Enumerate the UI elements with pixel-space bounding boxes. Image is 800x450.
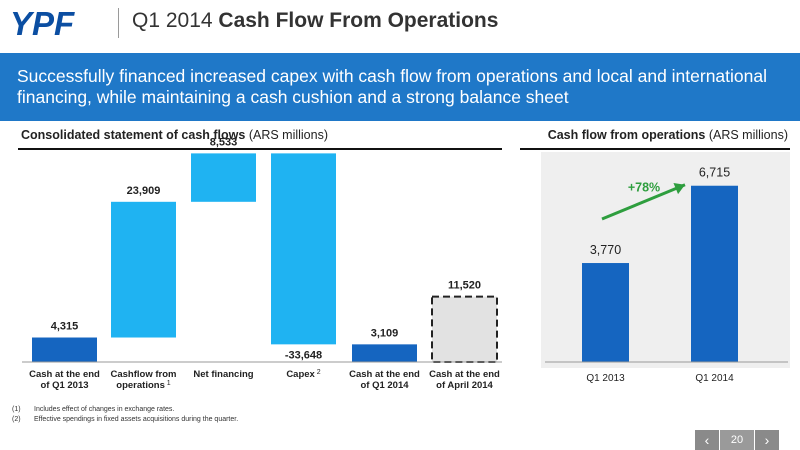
category-label: operations 1 [116,380,171,391]
page-title: Q1 2014 Cash Flow From Operations [132,9,499,32]
section-rule-left [18,148,502,150]
category-label: Net financing [193,369,253,380]
footnote-2: (2) Effective spendings in fixed assets a… [12,416,239,423]
waterfall-bar [431,295,498,363]
chevron-right-icon[interactable]: › [755,430,779,450]
waterfall-bar [352,344,417,362]
cash-flow-statement-title: Consolidated statement of cash flows (AR… [21,128,328,142]
data-label: 8,533 [210,136,238,148]
data-label: 6,715 [699,166,730,180]
footnote-marker: 1 [165,380,171,387]
slide-pager: ‹ 20 › [695,430,779,450]
svg-text:YPF: YPF [10,6,75,42]
data-label: 11,520 [448,280,481,292]
category-label: Q1 2014 [695,373,734,384]
data-label: 3,770 [590,243,621,257]
growth-arrow [601,183,686,221]
data-label: 4,315 [51,321,79,333]
data-label: -33,648 [285,349,322,361]
category-label: Cashflow from [111,369,177,380]
category-label: of April 2014 [436,380,493,391]
category-label: Cash at the end [29,369,100,380]
category-label: of Q1 2013 [40,380,88,391]
category-label: Q1 2013 [586,373,625,384]
category-label: of Q1 2014 [360,380,409,391]
category-label: Cash at the end [349,369,420,380]
banner-text: Successfully financed increased capex wi… [17,66,768,107]
footnote-marker: 2 [315,369,321,376]
data-label: 23,909 [127,185,161,197]
chevron-left-icon[interactable]: ‹ [695,430,719,450]
waterfall-bar [32,337,97,362]
summary-banner: Successfully financed increased capex wi… [0,53,800,121]
operations-bar [691,185,738,362]
waterfall-bar [271,153,336,345]
footnotes: (1) Includes effect of changes in exchang… [12,405,238,425]
waterfall-bar [191,153,256,202]
operations-bar [582,263,629,362]
header-divider [118,8,119,38]
footnote-1: (1) Includes effect of changes in exchang… [12,406,175,413]
ypf-logo: YPF [10,6,75,42]
waterfall-bar [111,201,176,338]
operations-cash-flow-title: Cash flow from operations (ARS millions) [547,128,788,142]
section-rule-right [520,148,790,150]
page-number: 20 [719,430,755,450]
data-label: 3,109 [371,327,399,339]
category-label: Cash at the end [429,369,500,380]
growth-arrow-head [673,183,685,195]
category-label: Capex 2 [286,369,320,380]
growth-annotation: +78% [628,181,660,195]
